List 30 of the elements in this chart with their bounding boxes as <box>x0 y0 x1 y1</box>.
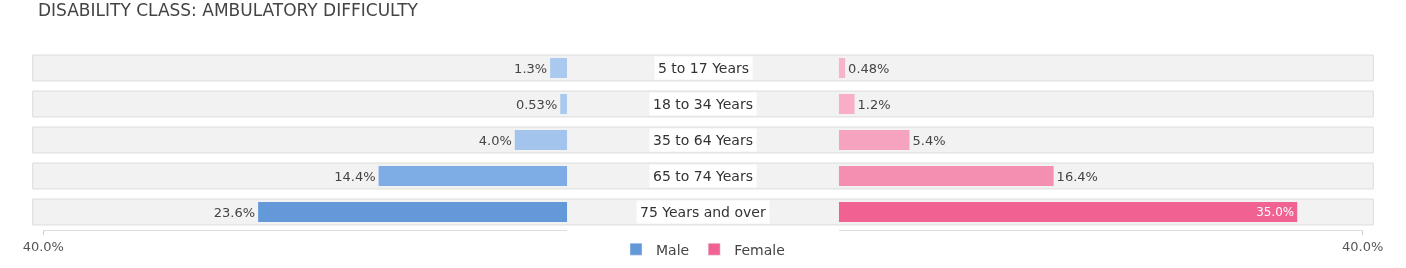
bar <box>838 166 1054 186</box>
bar <box>838 130 910 150</box>
data-label: 14.4% <box>334 168 376 184</box>
bar <box>838 94 855 114</box>
x-tick-label: 40.0% <box>22 238 64 254</box>
data-label: 1.3% <box>514 60 548 76</box>
bar <box>258 202 568 222</box>
category-label: 35 to 64 Years <box>653 132 753 148</box>
data-label: 0.48% <box>848 60 890 76</box>
chart-title: DISABILITY CLASS: AMBULATORY DIFFICULTY <box>38 0 419 20</box>
legend-label: Female <box>734 241 785 258</box>
bar <box>838 58 846 78</box>
x-tick-label: 40.0% <box>1342 238 1384 254</box>
data-label: 35.0% <box>1256 205 1295 220</box>
bar <box>378 166 568 186</box>
data-label: 1.2% <box>857 96 891 112</box>
data-label: 0.53% <box>515 96 558 112</box>
category-label: 65 to 74 Years <box>653 168 753 184</box>
category-label: 5 to 17 Years <box>658 60 750 76</box>
category-label: 75 Years and over <box>640 204 766 220</box>
bar <box>514 130 568 150</box>
bar <box>838 202 1298 222</box>
data-label: 5.4% <box>912 132 946 148</box>
data-label: 4.0% <box>478 132 512 148</box>
bar <box>560 94 568 114</box>
data-label: 23.6% <box>213 204 256 220</box>
data-label: 16.4% <box>1056 168 1098 184</box>
category-label: 18 to 34 Years <box>653 96 753 112</box>
legend-label: Male <box>656 241 690 258</box>
bar <box>550 58 568 78</box>
